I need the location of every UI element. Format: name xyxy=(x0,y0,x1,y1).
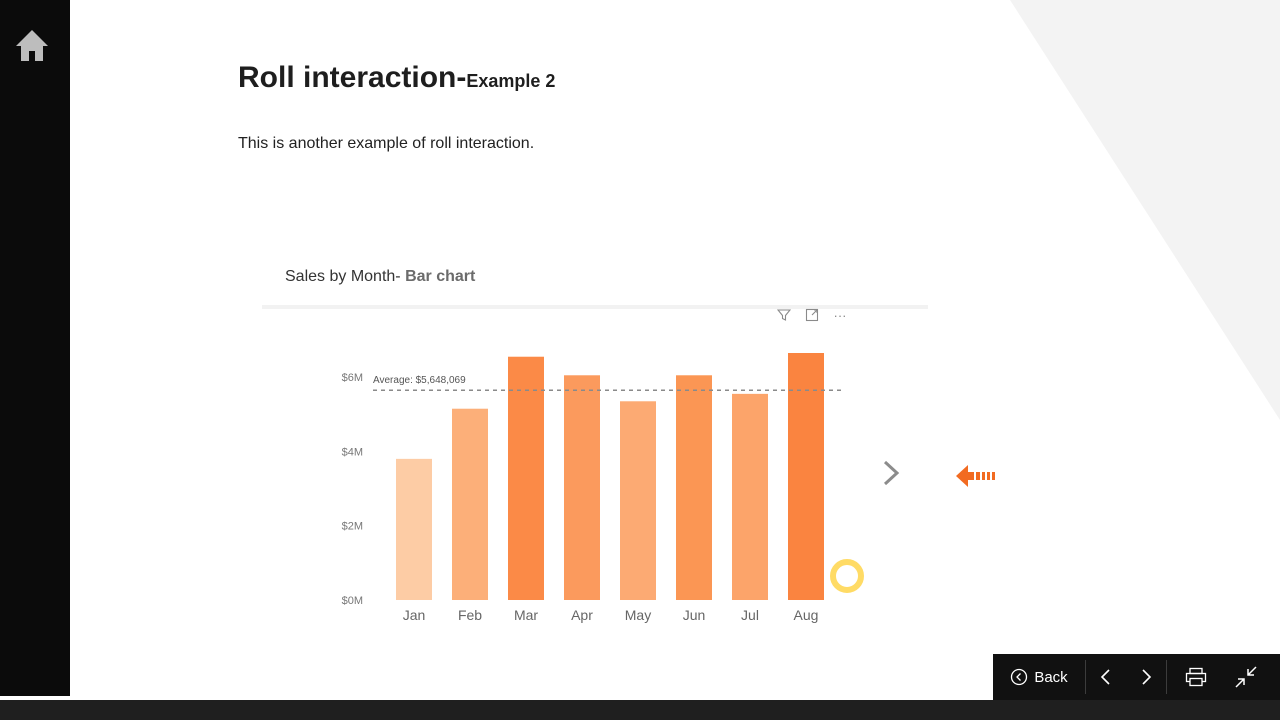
back-circle-icon xyxy=(1011,668,1028,686)
home-icon xyxy=(16,30,48,61)
x-tick-label: Feb xyxy=(458,607,482,623)
x-tick-label: Jul xyxy=(741,607,759,623)
bottom-strip xyxy=(0,700,1280,720)
bar-may xyxy=(620,401,656,600)
next-page-icon xyxy=(1142,669,1152,685)
bar-apr xyxy=(564,375,600,600)
back-button[interactable]: Back xyxy=(993,654,1085,700)
chevron-right-icon xyxy=(883,460,900,486)
focus-mode-icon xyxy=(805,308,819,322)
y-tick-label: $0M xyxy=(342,595,363,607)
more-options-icon: ··· xyxy=(833,307,847,323)
average-label: Average: $5,648,069 xyxy=(373,375,466,386)
orange-left-arrow-icon xyxy=(956,465,995,487)
page-title-main: Roll interaction- xyxy=(238,61,467,94)
nav-separator xyxy=(1166,660,1167,694)
previous-page-icon xyxy=(1100,669,1110,685)
home-button[interactable] xyxy=(14,28,50,64)
more-options-button[interactable]: ··· xyxy=(830,305,850,325)
back-label: Back xyxy=(1034,668,1068,686)
bar-mar xyxy=(508,356,544,600)
x-tick-label: Jan xyxy=(403,607,426,623)
previous-page-button[interactable] xyxy=(1086,654,1126,700)
navigation-bar: Back xyxy=(993,654,1280,700)
chart-divider xyxy=(262,305,928,309)
page-title-sub: Example 2 xyxy=(466,71,556,91)
chart-title-emphasis: Bar chart xyxy=(405,268,476,285)
bar-aug xyxy=(788,353,824,600)
chart-title: Sales by Month- Bar chart xyxy=(285,268,475,286)
bar-jan xyxy=(396,458,432,600)
bar-feb xyxy=(452,408,488,600)
filter-icon xyxy=(777,309,791,321)
x-tick-label: Mar xyxy=(514,607,538,623)
nav-separator xyxy=(1085,660,1086,694)
bar-jun xyxy=(676,375,712,600)
print-icon xyxy=(1185,667,1207,687)
x-tick-label: Apr xyxy=(571,607,593,623)
y-tick-label: $2M xyxy=(342,521,363,533)
x-tick-label: Jun xyxy=(683,607,706,623)
bar-jul xyxy=(732,393,768,600)
chart-title-text: Sales by Month- xyxy=(285,268,406,285)
cursor-highlight-icon xyxy=(830,559,864,593)
collapse-button[interactable] xyxy=(1225,654,1267,700)
focus-mode-button[interactable] xyxy=(802,305,822,325)
collapse-icon xyxy=(1235,666,1257,688)
next-page-button[interactable] xyxy=(1126,654,1166,700)
x-tick-label: May xyxy=(625,607,651,623)
visual-header-icons: ··· xyxy=(774,305,850,325)
page-description: This is another example of roll interact… xyxy=(238,135,535,152)
y-tick-label: $4M xyxy=(342,446,363,458)
print-button[interactable] xyxy=(1167,654,1225,700)
next-chevron-button[interactable] xyxy=(878,458,906,488)
left-rail xyxy=(0,0,70,696)
page-title: Roll interaction-Example 2 xyxy=(238,58,555,95)
filter-button[interactable] xyxy=(774,305,794,325)
x-tick-label: Aug xyxy=(794,607,819,623)
y-tick-label: $6M xyxy=(342,372,363,384)
